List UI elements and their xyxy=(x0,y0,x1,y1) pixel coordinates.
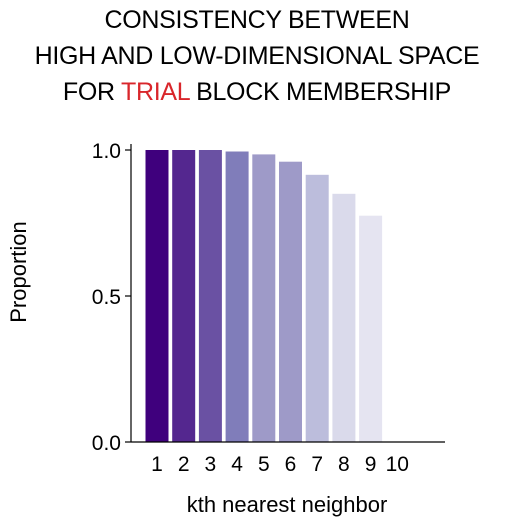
y-ticks-group: 0.0 0.5 1.0 xyxy=(92,140,131,455)
title-prefix: FOR xyxy=(62,78,121,106)
bar-2 xyxy=(172,150,196,442)
chart-title-line-1: CONSISTENCY BETWEEN xyxy=(104,6,410,34)
y-tick-label-0.0: 0.0 xyxy=(92,432,121,455)
x-tick-label-10: 10 xyxy=(386,453,409,476)
bar-9 xyxy=(359,215,383,442)
x-tick-label-7: 7 xyxy=(311,453,323,476)
title-highlight: TRIAL xyxy=(121,78,190,106)
x-tick-label-1: 1 xyxy=(151,453,163,476)
x-tick-label-3: 3 xyxy=(205,453,217,476)
title-suffix: BLOCK MEMBERSHIP xyxy=(189,78,452,106)
x-tick-label-5: 5 xyxy=(258,453,270,476)
x-tick-label-2: 2 xyxy=(178,453,190,476)
x-tick-label-8: 8 xyxy=(338,453,350,476)
x-ticks-group: 1 2 3 4 5 6 7 8 9 10 xyxy=(151,453,409,476)
chart-title-line-2: HIGH AND LOW-DIMENSIONAL SPACE xyxy=(34,42,480,70)
bar-8 xyxy=(332,193,356,442)
y-axis-label: Proportion xyxy=(6,221,31,323)
bar-6 xyxy=(279,161,302,442)
bar-7 xyxy=(305,174,329,443)
y-tick-label-1.0: 1.0 xyxy=(92,140,121,163)
x-tick-label-4: 4 xyxy=(231,453,243,476)
bar-3 xyxy=(198,150,222,442)
y-tick-label-0.5: 0.5 xyxy=(92,286,121,309)
x-axis-label: kth nearest neighbor xyxy=(187,492,388,517)
x-tick-label-6: 6 xyxy=(285,453,297,476)
bar-5 xyxy=(252,154,276,442)
chart-title-line-3: FOR TRIAL BLOCK MEMBERSHIP xyxy=(0,74,514,110)
x-tick-label-9: 9 xyxy=(365,453,377,476)
bar-4 xyxy=(225,151,249,442)
bar-1 xyxy=(145,150,169,442)
bars-group xyxy=(145,150,383,443)
